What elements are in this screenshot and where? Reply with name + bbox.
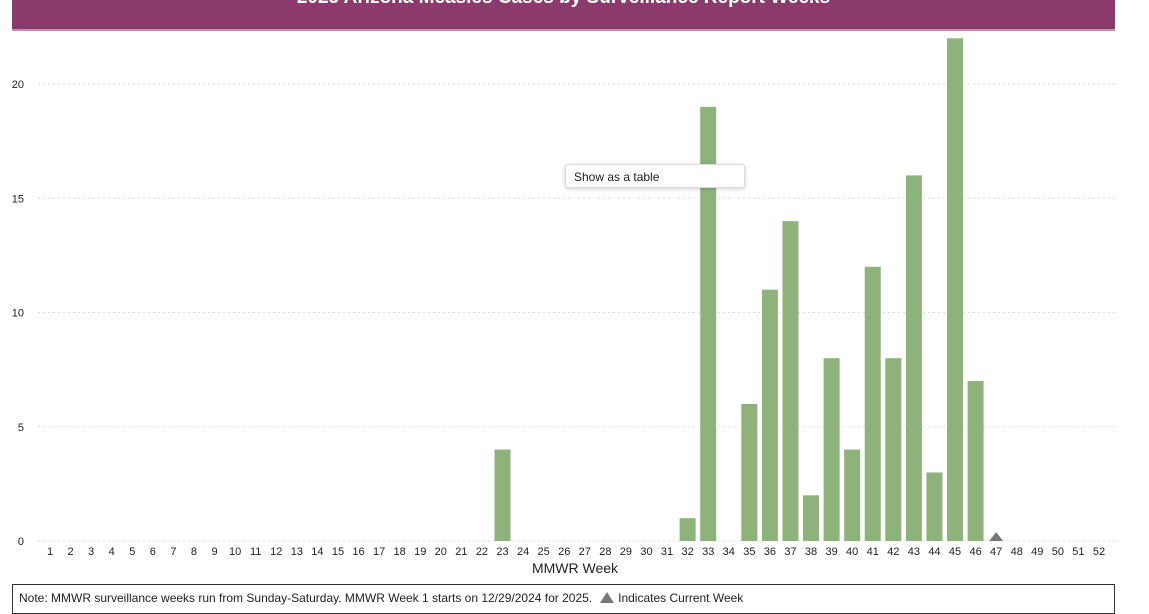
current-week-marker [989, 532, 1004, 541]
x-tick-label: 2 [68, 546, 74, 558]
x-tick-label: 35 [743, 546, 755, 558]
x-tick-label: 45 [949, 546, 961, 558]
bar-week-39 [823, 358, 840, 541]
bar-week-45 [947, 38, 964, 542]
x-tick-label: 47 [990, 546, 1002, 558]
bar-week-43 [905, 175, 922, 541]
x-tick-label: 11 [250, 546, 261, 558]
bar-week-44 [926, 472, 943, 541]
x-tick-label: 21 [455, 546, 467, 558]
x-tick-label: 23 [496, 546, 508, 558]
y-tick-label: 15 [12, 193, 24, 205]
bar-week-46 [967, 381, 984, 541]
x-tick-label: 22 [476, 546, 488, 558]
x-tick-label: 17 [373, 546, 385, 558]
x-tick-label: 4 [109, 546, 115, 558]
x-tick-label: 34 [723, 546, 735, 558]
x-axis-label: MMWR Week [532, 560, 619, 576]
bar-week-38 [803, 495, 820, 541]
x-tick-label: 14 [311, 546, 323, 558]
x-tick-label: 36 [764, 546, 776, 558]
x-tick-label: 27 [579, 546, 591, 558]
x-tick-label: 15 [332, 546, 344, 558]
bar-week-42 [885, 358, 902, 541]
x-tick-label: 7 [170, 546, 176, 558]
x-tick-label: 1 [47, 546, 53, 558]
x-tick-label: 8 [191, 546, 197, 558]
x-tick-label: 28 [599, 546, 611, 558]
x-tick-label: 29 [620, 546, 632, 558]
title-bar: 2025 Arizona Measles Cases by Surveillan… [12, 0, 1115, 31]
bar-week-40 [844, 449, 861, 541]
x-tick-label: 3 [88, 546, 94, 558]
bar-week-23 [494, 449, 511, 541]
x-tick-label: 24 [517, 546, 529, 558]
x-tick-label: 41 [867, 546, 879, 558]
x-tick-label: 44 [928, 546, 940, 558]
x-tick-label: 40 [846, 546, 858, 558]
x-tick-label: 42 [887, 546, 899, 558]
x-tick-label: 52 [1093, 546, 1105, 558]
x-tick-label: 51 [1072, 546, 1084, 558]
current-week-triangle-icon [600, 592, 615, 603]
x-tick-label: 37 [784, 546, 796, 558]
note-box: Note: MMWR surveillance weeks run from S… [12, 584, 1115, 614]
x-tick-label: 12 [270, 546, 282, 558]
show-as-table-menu-item[interactable]: Show as a table [565, 164, 745, 188]
x-tick-label: 20 [435, 546, 447, 558]
x-tick-label: 43 [908, 546, 920, 558]
x-tick-label: 10 [229, 546, 241, 558]
x-tick-label: 50 [1052, 546, 1064, 558]
y-tick-label: 20 [12, 79, 24, 91]
x-tick-label: 30 [640, 546, 652, 558]
x-tick-label: 5 [129, 546, 135, 558]
bar-week-36 [761, 289, 778, 541]
bar-week-41 [864, 266, 881, 541]
note-text: Note: MMWR surveillance weeks run from S… [19, 591, 593, 605]
x-tick-label: 6 [150, 546, 156, 558]
x-tick-label: 9 [211, 546, 217, 558]
x-tick-label: 13 [291, 546, 303, 558]
bar-week-35 [741, 403, 758, 541]
x-tick-label: 48 [1011, 546, 1023, 558]
x-tick-label: 38 [805, 546, 817, 558]
x-tick-label: 26 [558, 546, 570, 558]
x-tick-label: 25 [538, 546, 550, 558]
legend-current-week: Indicates Current Week [618, 591, 744, 605]
y-tick-label: 5 [18, 422, 24, 434]
y-tick-label: 10 [12, 308, 24, 320]
x-tick-label: 46 [969, 546, 981, 558]
y-tick-label: 0 [18, 536, 24, 548]
x-tick-label: 33 [702, 546, 714, 558]
bar-week-37 [782, 221, 799, 541]
chart-title: 2025 Arizona Measles Cases by Surveillan… [12, 0, 1115, 9]
x-tick-label: 16 [352, 546, 364, 558]
x-tick-label: 32 [682, 546, 694, 558]
x-tick-label: 39 [825, 546, 837, 558]
x-tick-label: 49 [1031, 546, 1043, 558]
x-tick-label: 18 [394, 546, 406, 558]
bar-week-32 [679, 518, 696, 541]
x-tick-label: 19 [414, 546, 426, 558]
x-tick-label: 31 [661, 546, 673, 558]
bar-week-33 [700, 106, 717, 541]
